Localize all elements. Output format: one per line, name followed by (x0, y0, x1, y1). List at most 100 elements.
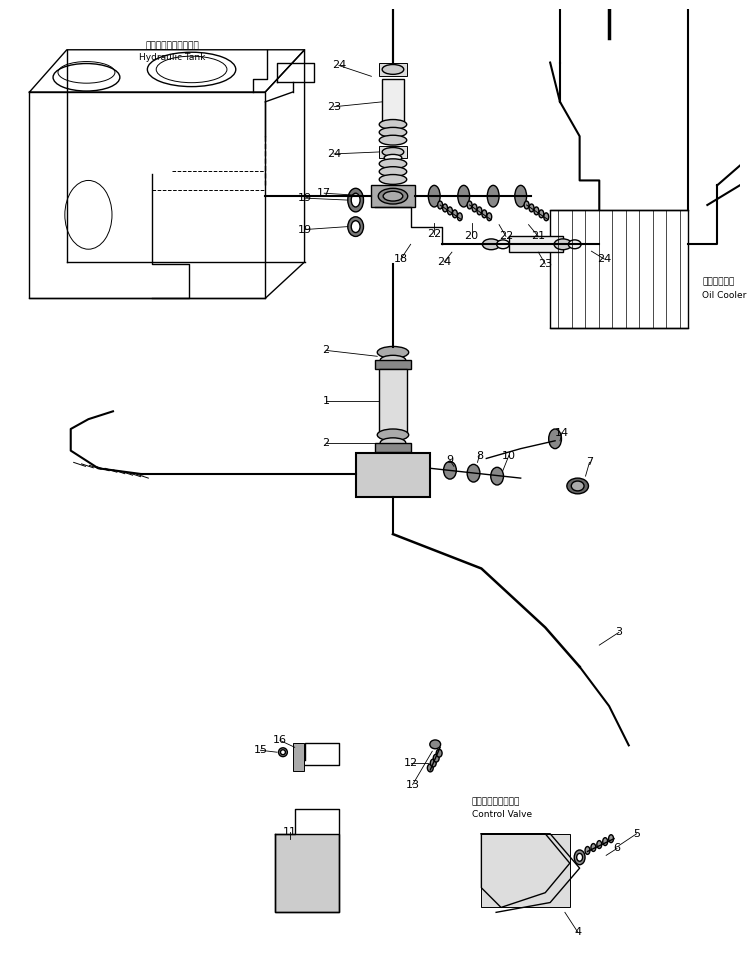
Ellipse shape (351, 221, 360, 233)
Text: 23: 23 (538, 259, 552, 269)
Ellipse shape (383, 65, 404, 75)
Text: 24: 24 (437, 257, 451, 267)
Text: 20: 20 (465, 232, 479, 241)
Ellipse shape (497, 240, 509, 249)
Ellipse shape (380, 167, 407, 176)
Ellipse shape (524, 202, 529, 209)
Bar (293, 743, 303, 771)
Ellipse shape (377, 347, 409, 359)
Text: ハイドロリックタンク: ハイドロリックタンク (145, 42, 199, 50)
Text: 23: 23 (327, 102, 341, 111)
Text: 3: 3 (615, 627, 623, 638)
Ellipse shape (380, 438, 406, 448)
Ellipse shape (554, 239, 572, 250)
Ellipse shape (534, 207, 539, 215)
Text: Control Valve: Control Valve (471, 810, 532, 819)
Ellipse shape (572, 481, 584, 491)
Text: 19: 19 (297, 225, 312, 234)
Bar (371, 185, 415, 207)
Ellipse shape (430, 759, 436, 766)
Text: 6: 6 (614, 843, 620, 854)
Text: 14: 14 (555, 428, 569, 438)
Text: 11: 11 (283, 827, 297, 837)
Ellipse shape (380, 127, 407, 138)
Text: オイルクーラ: オイルクーラ (703, 277, 735, 286)
Ellipse shape (378, 188, 407, 204)
Ellipse shape (453, 210, 457, 218)
Ellipse shape (569, 240, 581, 249)
Bar (355, 453, 430, 497)
Ellipse shape (529, 204, 534, 212)
Ellipse shape (585, 847, 590, 855)
Bar (380, 146, 407, 158)
Ellipse shape (549, 429, 562, 449)
Text: 18: 18 (394, 254, 408, 264)
Text: 24: 24 (597, 254, 611, 264)
Ellipse shape (383, 147, 404, 156)
Ellipse shape (280, 750, 285, 755)
Ellipse shape (567, 478, 589, 494)
Ellipse shape (380, 136, 407, 145)
Ellipse shape (483, 239, 500, 250)
Ellipse shape (602, 837, 608, 846)
Text: Oil Cooler: Oil Cooler (703, 291, 747, 299)
Ellipse shape (377, 429, 409, 441)
Ellipse shape (348, 217, 364, 236)
Text: 5: 5 (633, 828, 640, 839)
Bar (375, 443, 410, 452)
Ellipse shape (486, 213, 492, 221)
Text: 15: 15 (253, 745, 267, 755)
Ellipse shape (472, 204, 477, 212)
Ellipse shape (444, 461, 456, 479)
Ellipse shape (428, 764, 433, 772)
Text: 19: 19 (297, 193, 312, 203)
Ellipse shape (437, 202, 443, 209)
Bar (509, 236, 563, 252)
Text: 24: 24 (327, 149, 341, 159)
Text: 4: 4 (574, 927, 581, 937)
Text: 2: 2 (322, 345, 330, 356)
Bar (380, 63, 407, 77)
Ellipse shape (380, 159, 407, 169)
Ellipse shape (430, 740, 441, 749)
Ellipse shape (384, 154, 402, 161)
Ellipse shape (457, 213, 462, 221)
Ellipse shape (597, 841, 602, 849)
Text: 8: 8 (476, 451, 483, 460)
Ellipse shape (380, 119, 407, 129)
Bar (380, 369, 407, 433)
Bar (481, 833, 570, 907)
Bar (550, 210, 687, 328)
Ellipse shape (487, 185, 499, 207)
Ellipse shape (608, 834, 614, 843)
Text: 21: 21 (532, 232, 545, 241)
Text: 16: 16 (273, 735, 287, 745)
Ellipse shape (436, 749, 442, 757)
Ellipse shape (477, 207, 482, 215)
Bar (275, 833, 339, 913)
Ellipse shape (279, 748, 288, 757)
Ellipse shape (544, 213, 549, 221)
Ellipse shape (575, 850, 585, 864)
Ellipse shape (443, 204, 447, 212)
Bar (383, 79, 404, 123)
Ellipse shape (458, 185, 470, 207)
Ellipse shape (591, 844, 596, 852)
Ellipse shape (491, 467, 504, 485)
Text: 10: 10 (502, 451, 516, 460)
Ellipse shape (348, 188, 364, 212)
Ellipse shape (380, 174, 407, 184)
Ellipse shape (380, 356, 406, 365)
Text: 17: 17 (317, 188, 331, 199)
Ellipse shape (447, 207, 453, 215)
Text: 7: 7 (586, 457, 593, 467)
Text: コントロールバルブ: コントロールバルブ (471, 797, 520, 807)
Text: 1: 1 (323, 396, 330, 406)
Ellipse shape (428, 185, 440, 207)
Ellipse shape (433, 754, 439, 762)
Text: 12: 12 (404, 758, 418, 768)
Ellipse shape (467, 464, 480, 482)
Text: 13: 13 (406, 780, 419, 790)
Text: Hydraulic Tank: Hydraulic Tank (139, 53, 205, 62)
Text: 9: 9 (447, 455, 453, 465)
